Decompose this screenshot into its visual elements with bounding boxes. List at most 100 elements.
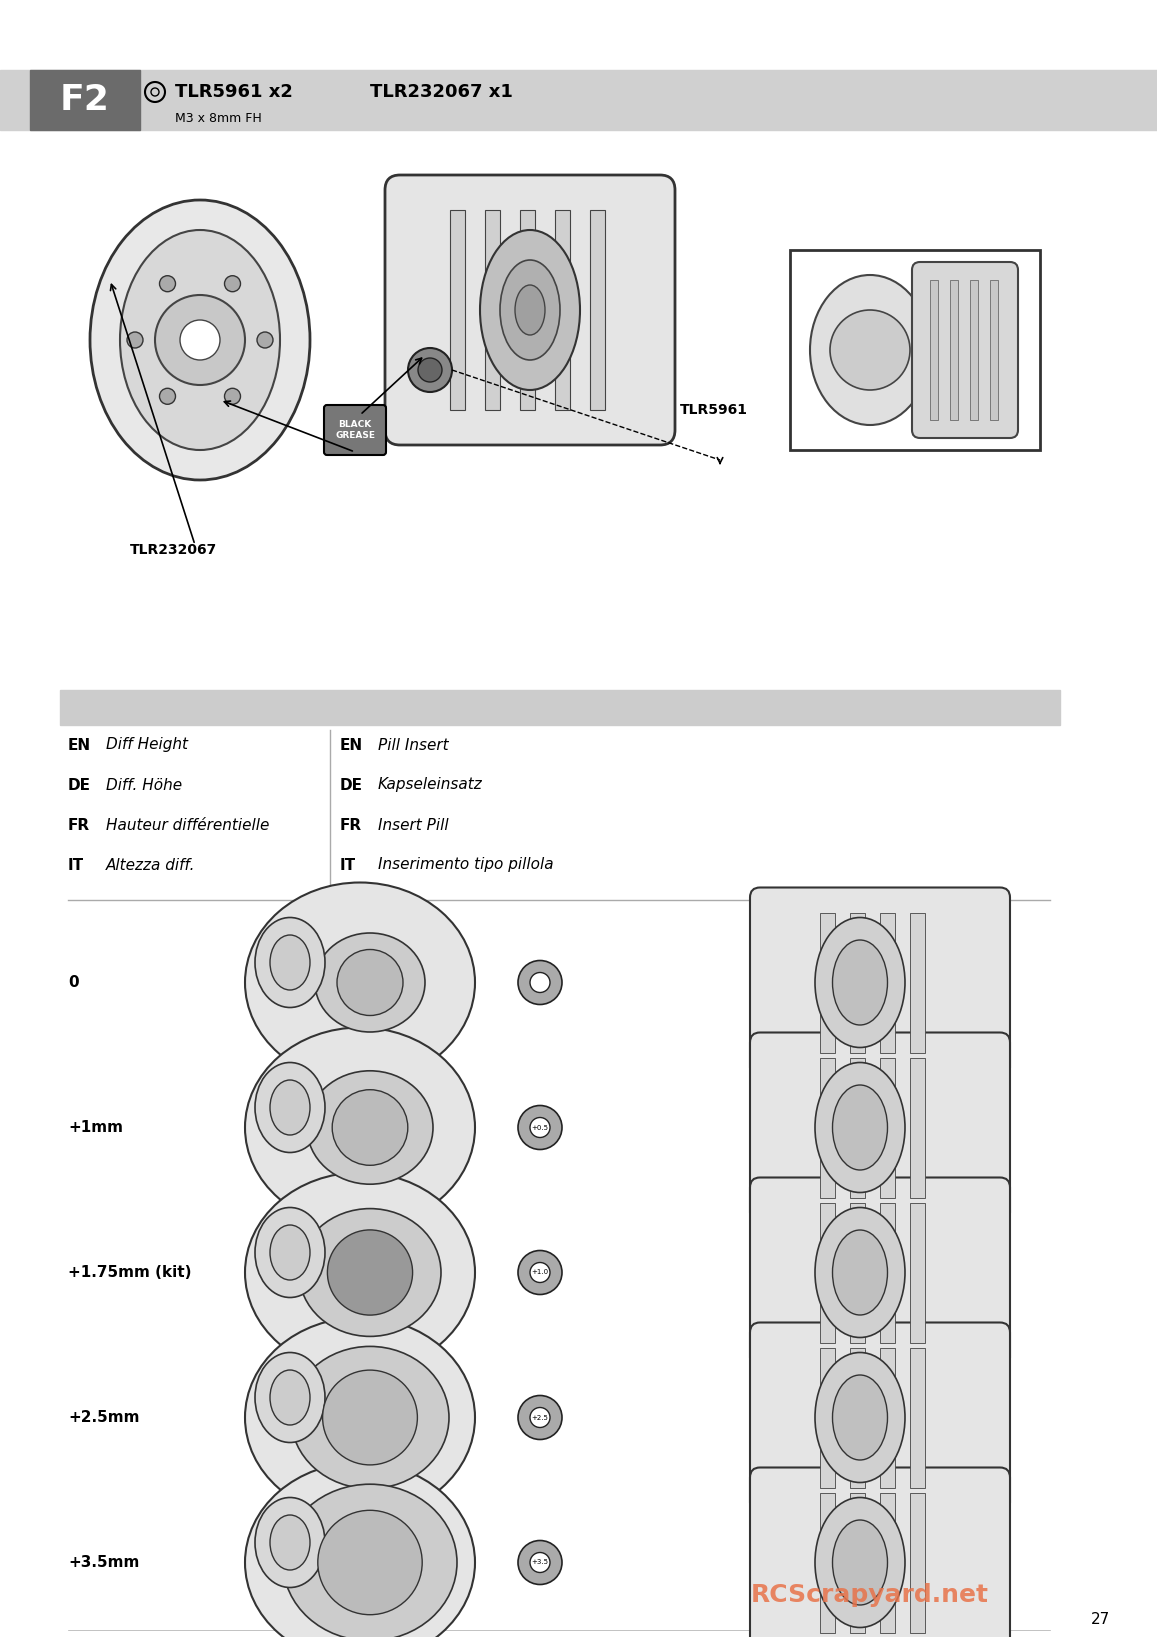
Ellipse shape: [833, 1521, 887, 1604]
Text: TLR232067 x1: TLR232067 x1: [370, 83, 513, 101]
Ellipse shape: [255, 1352, 325, 1442]
Circle shape: [530, 1262, 550, 1282]
Text: DE: DE: [340, 778, 363, 792]
Ellipse shape: [245, 1172, 476, 1372]
Bar: [850, 1347, 865, 1488]
Circle shape: [530, 1552, 550, 1573]
Ellipse shape: [255, 1498, 325, 1588]
Text: Insert Pill: Insert Pill: [378, 817, 449, 833]
Circle shape: [518, 1105, 562, 1149]
Bar: [950, 280, 958, 421]
FancyBboxPatch shape: [750, 887, 1010, 1077]
Text: Hauteur différentielle: Hauteur différentielle: [106, 817, 270, 833]
FancyBboxPatch shape: [385, 175, 675, 445]
Text: +1.0: +1.0: [531, 1270, 548, 1275]
Text: Kapseleinsatz: Kapseleinsatz: [378, 778, 482, 792]
Ellipse shape: [315, 933, 425, 1031]
Ellipse shape: [255, 1062, 325, 1152]
Ellipse shape: [833, 940, 887, 1025]
Text: EN: EN: [68, 738, 91, 753]
Ellipse shape: [120, 231, 280, 450]
Circle shape: [127, 332, 143, 349]
Bar: [850, 1058, 865, 1198]
Ellipse shape: [515, 285, 545, 336]
Bar: [911, 912, 924, 1053]
Circle shape: [530, 972, 550, 992]
Bar: [911, 1058, 924, 1198]
Bar: [519, 210, 535, 409]
Text: F2: F2: [60, 83, 110, 116]
Text: 0: 0: [68, 976, 79, 990]
Text: FR: FR: [340, 817, 362, 833]
Circle shape: [180, 319, 220, 360]
Ellipse shape: [833, 1375, 887, 1460]
Ellipse shape: [299, 1208, 441, 1336]
Circle shape: [530, 1408, 550, 1427]
Bar: [880, 1203, 896, 1342]
Circle shape: [518, 1540, 562, 1585]
Bar: [0, 129, 1157, 670]
Ellipse shape: [815, 1498, 905, 1627]
FancyBboxPatch shape: [750, 1323, 1010, 1513]
Text: Inserimento tipo pillola: Inserimento tipo pillola: [378, 858, 554, 873]
Ellipse shape: [307, 1071, 433, 1184]
Ellipse shape: [815, 1208, 905, 1337]
Bar: [880, 1493, 896, 1632]
Text: BLACK
GREASE: BLACK GREASE: [336, 421, 375, 440]
Circle shape: [408, 349, 452, 391]
Ellipse shape: [500, 260, 560, 360]
Circle shape: [323, 1370, 418, 1465]
Ellipse shape: [833, 1229, 887, 1315]
Bar: [450, 210, 465, 409]
Bar: [911, 1203, 924, 1342]
Ellipse shape: [270, 1514, 310, 1570]
Text: +2.5mm: +2.5mm: [68, 1409, 140, 1424]
Ellipse shape: [815, 1062, 905, 1192]
Bar: [555, 210, 570, 409]
Ellipse shape: [815, 917, 905, 1048]
Text: DE: DE: [68, 778, 91, 792]
Bar: [911, 1493, 924, 1632]
Ellipse shape: [245, 1318, 476, 1517]
Text: M3 x 8mm FH: M3 x 8mm FH: [175, 111, 261, 124]
Bar: [820, 1203, 835, 1342]
Text: Diff. Höhe: Diff. Höhe: [106, 778, 182, 792]
Ellipse shape: [815, 1352, 905, 1483]
Text: RCScrapyard.net: RCScrapyard.net: [751, 1583, 989, 1608]
Bar: [850, 912, 865, 1053]
FancyBboxPatch shape: [912, 262, 1018, 439]
Ellipse shape: [245, 882, 476, 1082]
Ellipse shape: [270, 1080, 310, 1134]
Bar: [880, 1058, 896, 1198]
Bar: [0, 70, 1157, 129]
Circle shape: [530, 1118, 550, 1138]
FancyBboxPatch shape: [324, 404, 386, 455]
Circle shape: [318, 1511, 422, 1614]
Text: +0.5: +0.5: [531, 1125, 548, 1131]
Ellipse shape: [810, 275, 930, 426]
Text: IT: IT: [340, 858, 356, 873]
Circle shape: [518, 1395, 562, 1439]
Bar: [0, 0, 1157, 70]
Bar: [820, 1347, 835, 1488]
Ellipse shape: [245, 1462, 476, 1637]
Circle shape: [518, 1251, 562, 1295]
Text: Diff Height: Diff Height: [106, 738, 187, 753]
Circle shape: [155, 295, 245, 385]
Bar: [790, 250, 1040, 450]
Circle shape: [327, 1229, 413, 1315]
Bar: [850, 1493, 865, 1632]
Circle shape: [332, 1090, 407, 1166]
Bar: [820, 1493, 835, 1632]
Circle shape: [830, 309, 911, 390]
Text: TLR232067: TLR232067: [130, 543, 218, 557]
Ellipse shape: [833, 1085, 887, 1170]
Text: EN: EN: [340, 738, 363, 753]
Bar: [30, 70, 140, 129]
Circle shape: [257, 332, 273, 349]
Bar: [930, 280, 938, 421]
Circle shape: [160, 275, 176, 291]
Ellipse shape: [255, 1208, 325, 1298]
Ellipse shape: [90, 200, 310, 480]
Ellipse shape: [255, 917, 325, 1007]
